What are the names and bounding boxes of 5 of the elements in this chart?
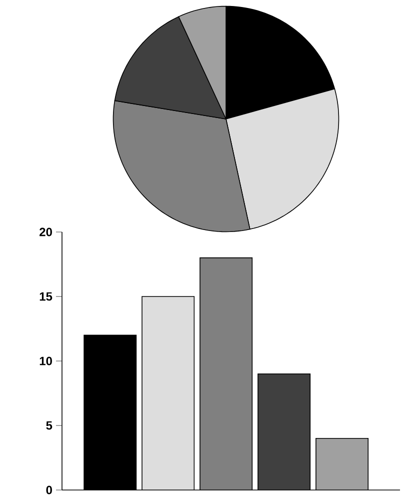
y-tick-label: 15 — [40, 292, 52, 301]
y-tick-label: 0 — [46, 486, 52, 494]
y-tick-label: 20 — [40, 228, 52, 236]
y-tick-label: 5 — [46, 421, 52, 430]
y-tick-label: 10 — [40, 356, 52, 366]
